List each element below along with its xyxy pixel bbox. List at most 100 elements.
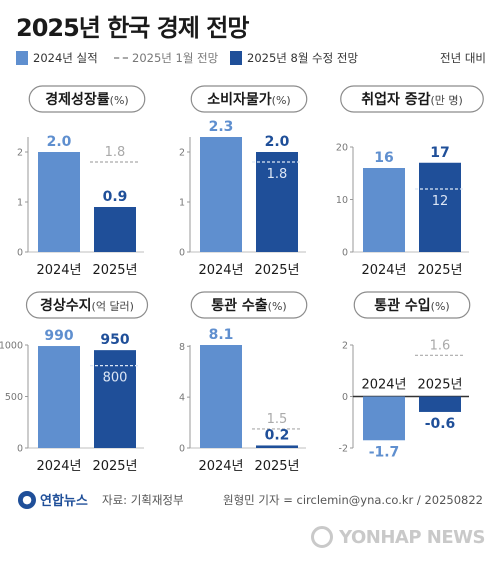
chart5-bar-2025: [256, 445, 298, 448]
chart4-tick-label-2: 1000: [0, 341, 23, 352]
chart5-value-jan: 1.5: [267, 412, 288, 427]
chart6-bar-2024: [363, 396, 405, 441]
chart2-cat-2025: 2025년: [254, 263, 299, 278]
chart2-value-2025: 2.0: [265, 134, 290, 150]
chart3-value-2024: 16: [374, 150, 393, 166]
chart5-title-text: 통관 수출: [211, 297, 268, 314]
legend-swatch-actual: [16, 51, 28, 65]
chart5-cat-2024: 2024년: [198, 459, 243, 474]
watermark-text: YONHAP NEWS: [339, 526, 485, 548]
chart3-title: 취업자 증감(만 명): [361, 91, 463, 108]
chart4-title-pill: [25, 291, 149, 319]
chart6-cat-2024: 2024년: [361, 378, 406, 393]
chart2-cat-2024: 2024년: [198, 263, 243, 278]
chart6-tick-label-2: 2: [342, 341, 348, 352]
chart4-tick-label-0: 0: [17, 444, 23, 455]
source-text: 자료: 기획재정부: [102, 493, 184, 507]
watermark: YONHAP NEWS: [311, 526, 485, 548]
chart5-tick-label-1: 4: [179, 393, 185, 404]
chart4-value-jan: 800: [103, 371, 128, 386]
chart4-cat-2025: 2025년: [92, 459, 137, 474]
credit-text: 원형민 기자 = circlemin@yna.co.kr / 20250822: [223, 493, 483, 507]
legend-item-actual: 2024년 실적: [16, 50, 98, 66]
chart6-title: 통관 수입(%): [374, 297, 449, 314]
chart2-title-pill: [190, 85, 308, 113]
chart4-value-2025: 950: [100, 332, 129, 348]
chart6-title-unit: (%): [431, 300, 450, 313]
legend: 2024년 실적 2025년 1월 전망 2025년 8월 수정 전망 전년 대…: [16, 50, 486, 68]
chart5-bar-2024: [200, 345, 242, 448]
legend-swatch-aug: [230, 51, 242, 65]
page-title: 2025년 한국 경제 전망: [16, 14, 249, 42]
chart3-title-text: 취업자 증감: [361, 91, 430, 108]
watermark-icon: [311, 526, 334, 548]
legend-note: 전년 대비: [440, 51, 486, 65]
yonhap-logo-text: 연합뉴스: [40, 494, 88, 509]
chart6-title-pill: [353, 291, 471, 319]
yonhap-logo-icon: ●: [18, 490, 36, 509]
chart3-title-pill: [340, 85, 484, 113]
chart1-tick-label-0: 0: [17, 248, 23, 259]
chart6-tick-label-0: -2: [339, 444, 348, 455]
chart2-value-jan: 1.8: [267, 167, 288, 182]
chart5-value-2024: 8.1: [209, 327, 234, 343]
chart1-value-2025: 0.9: [103, 189, 128, 205]
chart5-cat-2025: 2025년: [254, 459, 299, 474]
chart3-value-jan: 12: [432, 194, 449, 209]
legend-label-aug: 2025년 8월 수정 전망: [247, 51, 359, 65]
chart1-title-text: 경제성장률: [45, 91, 110, 108]
chart1-title-unit: (%): [110, 94, 129, 107]
yonhap-logo: ● 연합뉴스: [18, 490, 88, 509]
chart3-bar-2025: [419, 162, 461, 252]
chart4-bar-2025: [94, 350, 136, 448]
chart2-bar-2025: [256, 152, 298, 252]
chart2-title: 소비자물가(%): [207, 92, 290, 108]
chart6-tick-label-1: 0: [342, 392, 348, 403]
chart3-cat-2025: 2025년: [417, 263, 462, 278]
chart6-cat-2025: 2025년: [417, 378, 462, 393]
chart5-title-pill: [190, 291, 308, 319]
chart3-tick-label-0: 0: [342, 248, 348, 259]
chart5-value-2025: 0.2: [265, 427, 290, 443]
chart1-cat-2025: 2025년: [92, 263, 137, 278]
chart3-tick-label-1: 10: [336, 195, 348, 206]
legend-item-aug: 2025년 8월 수정 전망: [230, 50, 358, 66]
chart2-value-2024: 2.3: [209, 119, 234, 135]
chart6-value-2025: -0.6: [425, 416, 456, 432]
chart3-title-unit: (만 명): [430, 94, 462, 107]
chart4-title: 경상수지(억 달러): [40, 297, 134, 314]
chart1-tick-label-1: 1: [17, 198, 23, 209]
legend-label-jan: 2025년 1월 전망: [132, 51, 219, 65]
chart4-bar-2024: [38, 346, 80, 448]
chart2-bar-2024: [200, 137, 242, 252]
chart1-value-jan: 1.8: [105, 145, 126, 160]
chart6-title-text: 통관 수입: [374, 297, 430, 314]
chart3-bar-2024: [363, 168, 405, 252]
chart6-value-jan: 1.6: [430, 338, 451, 353]
chart3-tick-label-2: 20: [336, 143, 348, 154]
chart1-title: 경제성장률(%): [45, 91, 128, 108]
chart1-tick-label-2: 2: [17, 148, 23, 159]
legend-item-jan: 2025년 1월 전망: [114, 50, 218, 66]
legend-swatch-jan: [114, 57, 128, 59]
chart3-value-2025: 17: [430, 145, 449, 161]
chart5-tick-label-2: 8: [179, 342, 185, 353]
chart5-title: 통관 수출(%): [211, 297, 286, 314]
chart1-bar-2024: [38, 152, 80, 252]
chart1-title-pill: [28, 85, 146, 113]
chart4-value-2024: 990: [44, 328, 73, 344]
chart2-title-text: 소비자물가: [207, 92, 272, 108]
chart5-tick-label-0: 0: [179, 444, 185, 455]
chart2-title-unit: (%): [272, 94, 291, 107]
chart3-cat-2024: 2024년: [361, 263, 406, 278]
chart4-title-text: 경상수지: [40, 297, 92, 314]
chart4-title-unit: (억 달러): [92, 300, 134, 313]
chart5-title-unit: (%): [268, 300, 287, 313]
chart2-tick-label-2: 2: [179, 148, 185, 159]
chart2-tick-label-1: 1: [179, 198, 185, 209]
chart4-tick-label-1: 500: [5, 392, 23, 403]
chart6-bar-2025: [419, 396, 461, 412]
chart2-tick-label-0: 0: [179, 248, 185, 259]
chart1-value-2024: 2.0: [47, 134, 72, 150]
